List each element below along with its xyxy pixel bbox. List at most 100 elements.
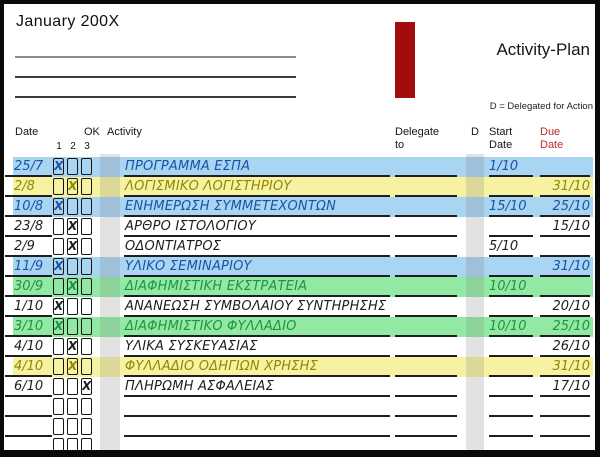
start-date-line — [489, 175, 533, 177]
x-mark-2 — [68, 399, 77, 414]
start-date-line — [489, 335, 533, 337]
row-date: 6/10 — [14, 379, 44, 394]
x-mark-2 — [68, 419, 77, 434]
checkbox-3[interactable] — [81, 158, 92, 175]
activity-line — [124, 175, 390, 177]
checkbox-3[interactable] — [81, 418, 92, 435]
table-row: 25/7 X ΠΡΟΓΡΑΜΜΑ ΕΣΠΑ 1/10 — [0, 157, 600, 177]
checkbox-2[interactable]: X — [67, 238, 78, 255]
x-mark-3 — [82, 419, 91, 434]
activity-line — [124, 295, 390, 297]
checkbox-2[interactable]: X — [67, 178, 78, 195]
checkbox-3[interactable] — [81, 318, 92, 335]
x-mark-2: X — [68, 279, 78, 293]
checkbox-3[interactable] — [81, 298, 92, 315]
activity-line — [124, 355, 390, 357]
checkbox-3[interactable] — [81, 398, 92, 415]
checkbox-2[interactable] — [67, 398, 78, 415]
delegate-line — [395, 335, 457, 337]
checkbox-3[interactable]: X — [81, 378, 92, 395]
row-date: 23/8 — [14, 219, 44, 234]
start-date-line — [489, 435, 533, 437]
checkbox-2[interactable]: X — [67, 338, 78, 355]
table-row: 2/8 X ΛΟΓΙΣΜΙΚΟ ΛΟΓΙΣΤΗΡΙΟΥ 31/10 — [0, 177, 600, 197]
row-due-date: 17/10 — [552, 379, 590, 394]
checkbox-3[interactable] — [81, 218, 92, 235]
checkbox-1[interactable] — [53, 438, 64, 455]
checkbox-3[interactable] — [81, 238, 92, 255]
x-mark-3 — [82, 259, 91, 274]
checkbox-2[interactable]: X — [67, 278, 78, 295]
x-mark-2: X — [68, 239, 78, 253]
checkbox-3[interactable] — [81, 178, 92, 195]
table-row: 11/9 X ΥΛΙΚΟ ΣΕΜΙΝΑΡΙΟΥ 31/10 — [0, 257, 600, 277]
checkbox-2[interactable] — [67, 318, 78, 335]
checkbox-2[interactable] — [67, 258, 78, 275]
x-mark-2 — [68, 299, 77, 314]
checkbox-1[interactable]: X — [53, 298, 64, 315]
due-date-line — [540, 255, 590, 257]
activity-line — [124, 235, 390, 237]
checkbox-1[interactable]: X — [53, 318, 64, 335]
checkbox-1[interactable] — [53, 238, 64, 255]
checkbox-1[interactable] — [53, 358, 64, 375]
due-date-line — [540, 175, 590, 177]
date-line — [5, 215, 52, 217]
checkbox-2[interactable]: X — [67, 218, 78, 235]
start-date-line — [489, 215, 533, 217]
due-date-line — [540, 395, 590, 397]
checkbox-1[interactable] — [53, 278, 64, 295]
checkbox-3[interactable] — [81, 278, 92, 295]
checkbox-1[interactable]: X — [53, 158, 64, 175]
checkbox-3[interactable] — [81, 358, 92, 375]
checkbox-2[interactable]: X — [67, 358, 78, 375]
checkbox-2[interactable] — [67, 298, 78, 315]
checkbox-2[interactable] — [67, 198, 78, 215]
row-activity: ΟΔΟΝΤΙΑΤΡΟΣ — [125, 239, 222, 254]
checkbox-1[interactable] — [53, 418, 64, 435]
row-date: 25/7 — [14, 159, 44, 174]
checkbox-1[interactable] — [53, 178, 64, 195]
checkbox-1[interactable] — [53, 398, 64, 415]
row-due-date: 31/10 — [552, 259, 590, 274]
x-mark-1 — [54, 359, 63, 374]
date-line — [5, 275, 52, 277]
start-date-line — [489, 415, 533, 417]
table-row: 23/8 X ΑΡΘΡΟ ΙΣΤΟΛΟΓΙΟΥ 15/10 — [0, 217, 600, 237]
checkbox-3[interactable] — [81, 438, 92, 455]
date-line — [5, 335, 52, 337]
column-header-ok: OK — [84, 126, 100, 138]
checkbox-3[interactable] — [81, 198, 92, 215]
checkbox-1[interactable] — [53, 338, 64, 355]
row-highlight — [13, 177, 593, 197]
row-due-date: 31/10 — [552, 359, 590, 374]
x-mark-2 — [68, 259, 77, 274]
row-due-date: 25/10 — [552, 199, 590, 214]
rows: 25/7 X ΠΡΟΓΡΑΜΜΑ ΕΣΠΑ 1/10 2/8 X ΛΟΓΙΣΜΙ… — [0, 157, 600, 457]
x-mark-1 — [54, 219, 63, 234]
row-highlight — [13, 157, 593, 177]
activity-line — [124, 255, 390, 257]
checkbox-1[interactable]: X — [53, 198, 64, 215]
checkbox-1[interactable]: X — [53, 258, 64, 275]
table-row: 3/10 X ΔΙΑΦΗΜΙΣΤΙΚΟ ΦΥΛΛΑΔΙΟ 10/10 25/10 — [0, 317, 600, 337]
checkbox-3[interactable] — [81, 258, 92, 275]
table-row — [0, 397, 600, 417]
checkbox-2[interactable] — [67, 378, 78, 395]
checkbox-2[interactable] — [67, 438, 78, 455]
checkbox-2[interactable] — [67, 158, 78, 175]
row-highlight — [13, 317, 593, 337]
x-mark-3 — [82, 399, 91, 414]
x-mark-3 — [82, 179, 91, 194]
checkbox-1[interactable] — [53, 378, 64, 395]
checkbox-2[interactable] — [67, 418, 78, 435]
table-row: 4/10 X ΦΥΛΛΑΔΙΟ ΟΔΗΓΙΩΝ ΧΡΗΣΗΣ 31/10 — [0, 357, 600, 377]
checkbox-3[interactable] — [81, 338, 92, 355]
row-date: 4/10 — [14, 339, 44, 354]
due-date-line — [540, 295, 590, 297]
row-due-date: 25/10 — [552, 319, 590, 334]
checkbox-1[interactable] — [53, 218, 64, 235]
x-mark-1 — [54, 379, 63, 394]
x-mark-2 — [68, 439, 77, 454]
column-header-due-date: Due Date — [540, 126, 564, 151]
